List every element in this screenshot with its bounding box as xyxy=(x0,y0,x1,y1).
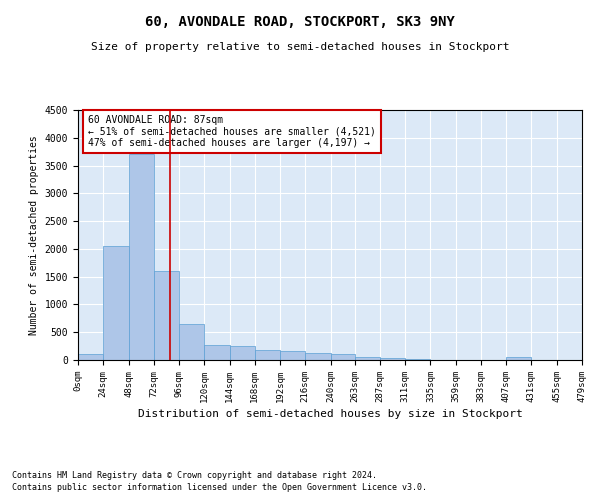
Bar xyxy=(103,246,128,360)
X-axis label: Distribution of semi-detached houses by size in Stockport: Distribution of semi-detached houses by … xyxy=(137,409,523,419)
Bar xyxy=(255,350,280,360)
Text: Contains HM Land Registry data © Crown copyright and database right 2024.: Contains HM Land Registry data © Crown c… xyxy=(12,471,377,480)
Y-axis label: Number of semi-detached properties: Number of semi-detached properties xyxy=(29,135,39,335)
Text: 60, AVONDALE ROAD, STOCKPORT, SK3 9NY: 60, AVONDALE ROAD, STOCKPORT, SK3 9NY xyxy=(145,15,455,29)
Bar xyxy=(78,354,103,360)
Bar xyxy=(154,271,179,360)
Bar xyxy=(128,154,154,360)
Bar xyxy=(506,356,532,360)
Bar xyxy=(405,358,430,360)
Text: Size of property relative to semi-detached houses in Stockport: Size of property relative to semi-detach… xyxy=(91,42,509,52)
Bar xyxy=(179,324,204,360)
Bar xyxy=(280,351,305,360)
Bar xyxy=(355,356,380,360)
Text: 60 AVONDALE ROAD: 87sqm
← 51% of semi-detached houses are smaller (4,521)
47% of: 60 AVONDALE ROAD: 87sqm ← 51% of semi-de… xyxy=(88,115,376,148)
Bar xyxy=(331,354,355,360)
Bar xyxy=(380,358,405,360)
Bar xyxy=(305,353,331,360)
Bar xyxy=(204,345,230,360)
Text: Contains public sector information licensed under the Open Government Licence v3: Contains public sector information licen… xyxy=(12,484,427,492)
Bar xyxy=(230,346,255,360)
